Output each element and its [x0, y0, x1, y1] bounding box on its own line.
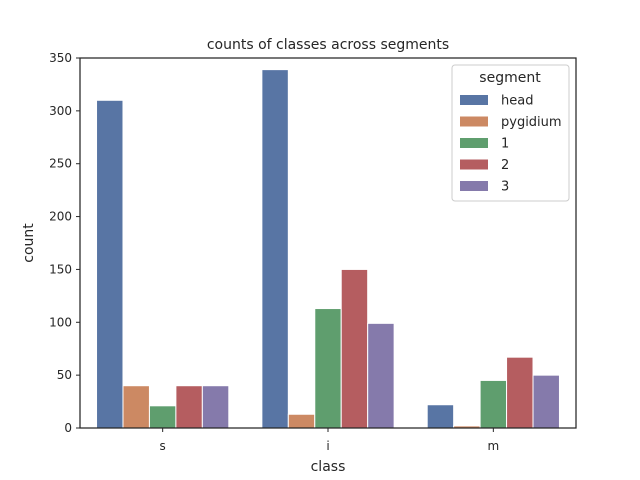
bar [96, 99, 124, 429]
bar [340, 268, 369, 429]
bar [314, 308, 342, 429]
legend-label: 2 [501, 158, 509, 173]
legend-label: 3 [501, 180, 509, 195]
legend-items: head pygidium 1 2 3 [460, 94, 562, 195]
bar [367, 322, 395, 429]
bar [148, 405, 177, 429]
y-tick-label: 150 [49, 262, 72, 276]
y-axis-ticks: 0 50 100 150 200 250 300 350 [49, 51, 80, 435]
bar [122, 385, 150, 429]
legend-label: 1 [501, 137, 509, 152]
x-axis-title: class [311, 459, 346, 475]
y-tick-label: 300 [49, 104, 72, 118]
bar [426, 404, 455, 429]
bar [287, 413, 316, 429]
legend: segment head pygidium 1 2 3 [451, 64, 570, 202]
x-tick-label: m [487, 439, 499, 453]
legend-swatch [460, 159, 488, 170]
bar [506, 356, 534, 429]
y-tick-label: 0 [64, 421, 72, 435]
legend-label: pygidium [501, 115, 562, 130]
bar [479, 379, 508, 429]
bars-group [96, 69, 560, 429]
y-tick-label: 250 [49, 157, 72, 171]
y-axis-title: count [21, 223, 37, 263]
legend-label: head [501, 94, 533, 109]
legend-swatch [460, 181, 488, 191]
legend-swatch [460, 95, 488, 105]
bar [201, 385, 230, 429]
x-tick-label: i [326, 439, 329, 453]
y-tick-label: 50 [57, 368, 72, 382]
chart-title: counts of classes across segments [207, 37, 449, 53]
legend-swatch [460, 116, 488, 127]
x-tick-label: s [160, 439, 166, 453]
y-tick-label: 200 [49, 210, 72, 224]
legend-swatch [460, 138, 488, 148]
legend-title: segment [479, 70, 541, 86]
y-tick-label: 350 [49, 51, 72, 65]
bar [532, 374, 560, 429]
bar [175, 385, 203, 429]
y-tick-label: 100 [49, 315, 72, 329]
bar [261, 69, 289, 429]
